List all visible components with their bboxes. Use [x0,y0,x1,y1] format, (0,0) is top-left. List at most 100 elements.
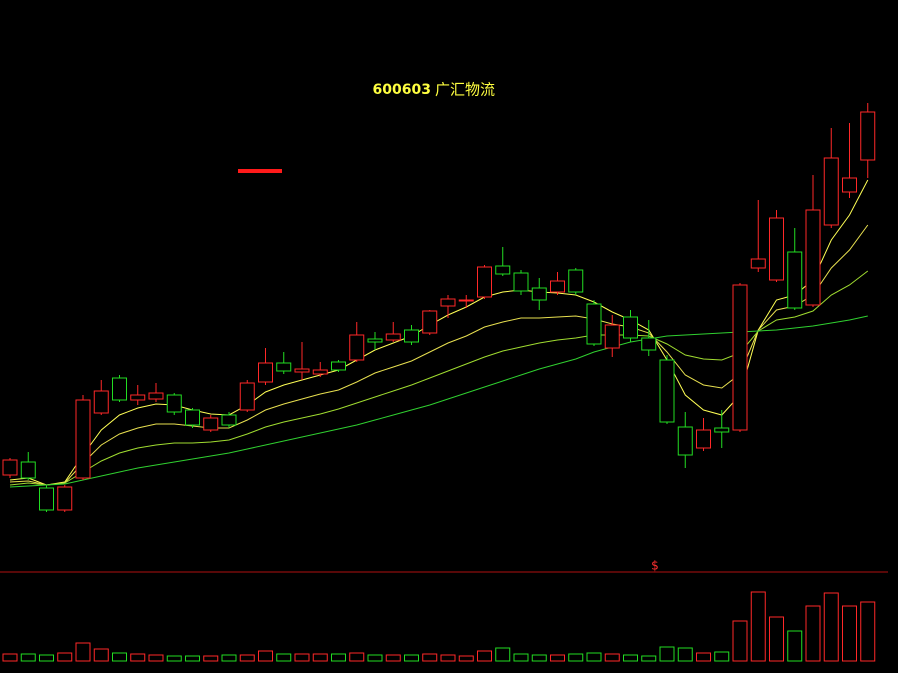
volume-bar [258,650,273,662]
ribbon-line [9,270,869,486]
candle-body [148,392,164,400]
volume-bar [677,647,693,662]
candle-body [714,427,730,433]
candle-body [696,429,711,449]
volume-bar [659,646,675,662]
ribbon-line [9,179,869,486]
volume-bar [641,655,657,662]
candle-body [276,362,292,372]
candle-body [239,382,255,411]
volume-bar [531,654,547,662]
volume-bar [130,653,146,662]
candle-body [331,361,346,371]
candle-body [130,394,146,401]
volume-bar [860,601,876,662]
candle-body [604,324,620,349]
volume-bar [57,652,73,662]
candle-body [641,337,657,351]
candle-body [112,377,127,401]
volume-bar [203,655,219,662]
candle-body [550,280,565,293]
volume-bar [331,653,346,662]
candle-body [659,359,675,423]
ribbon-line [9,315,868,488]
volume-bar [112,652,127,662]
volume-bar [805,605,821,662]
volume-bar [385,654,401,662]
volume-bar [714,651,730,662]
candle-body [39,487,54,511]
volume-bar [769,616,784,662]
volume-bar [513,653,529,662]
candle-body [294,368,310,373]
candle-body [221,414,237,426]
volume-bar [39,654,54,662]
stock-name: 广汇物流 [435,81,495,99]
candle-body [422,310,438,334]
candle-body [203,417,219,431]
volume-bar [75,642,91,662]
volume-bar [312,653,328,662]
volume-bar [696,652,711,662]
volume-bar [440,654,456,662]
volume-bar [2,653,18,662]
candle-body [166,394,182,413]
volume-bar [550,654,565,662]
candle-body [385,333,401,341]
stock-code: 600603 [373,82,431,98]
candle-body [185,409,200,426]
volume-bar [367,654,383,662]
candle-body [732,284,748,431]
candle-body [750,258,766,269]
volume-bar [20,653,36,662]
candle-body [677,426,693,456]
candle-body [440,298,456,307]
volume-bar [750,591,766,662]
candle-body [20,461,36,479]
volume-bar [185,655,200,662]
candle-body [860,111,876,161]
candle-body [823,157,839,226]
volume-bar [458,655,474,662]
volume-bar [568,653,584,662]
candle-body [312,369,328,375]
candle-body [513,272,529,292]
volume-bar [823,592,839,662]
volume-bar [349,652,365,662]
volume-bar [623,654,638,662]
volume-bar [586,652,602,662]
candle-body [367,338,383,343]
volume-bar [239,654,255,662]
candle-body [568,269,584,293]
candle-body [495,265,511,275]
candle-body [805,209,821,306]
candle-body [404,329,419,343]
candle-body [93,390,109,414]
candle-body [75,399,91,479]
candle-body [349,334,365,361]
candle-body [623,316,638,339]
volume-bar [604,653,620,662]
volume-bar [495,647,511,662]
candle-body [458,299,474,302]
candle-body [57,486,73,511]
volume-bar [787,630,803,662]
volume-bar [477,650,492,662]
ribbon-line [9,224,869,486]
volume-bar [732,620,748,662]
candle-body [586,303,602,345]
volume-bar [276,653,292,662]
annotation: $ [651,559,659,573]
candle-body [787,251,803,309]
candle-body [769,217,784,281]
candle-body [531,287,547,301]
candle-body [258,362,273,383]
volume-bar [93,648,109,662]
candle-body [477,266,492,298]
volume-bar [221,654,237,662]
volume-bar [294,653,310,662]
volume-bar [166,655,182,662]
volume-bar [148,654,164,662]
